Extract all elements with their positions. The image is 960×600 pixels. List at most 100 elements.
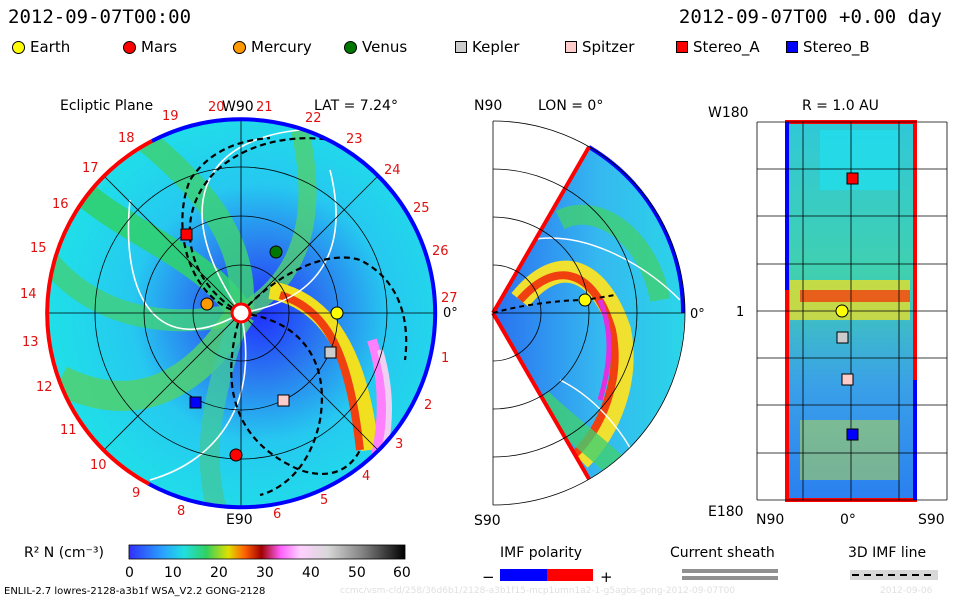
e90-label: E90 <box>226 512 253 528</box>
sector-number: 5 <box>320 493 328 508</box>
legend-earth: Earth <box>12 38 70 56</box>
legend-label: Mars <box>141 38 178 56</box>
sector-number: 12 <box>36 380 53 395</box>
earth-marker-radial <box>835 304 849 318</box>
radial-n90-label: N90 <box>756 512 784 528</box>
sector-number: 20 <box>208 100 225 115</box>
colorbar-tick: 60 <box>393 565 411 581</box>
colorbar-tick: 0 <box>125 565 134 581</box>
radial-grid <box>756 121 948 501</box>
current-sheath-label: Current sheath <box>670 545 775 561</box>
venus-marker-icon <box>344 40 357 54</box>
n90-label: N90 <box>474 98 502 114</box>
current-sheath-legend: Current sheath <box>670 545 778 580</box>
sector-number: 17 <box>82 161 99 176</box>
ecliptic-zero-label: 0° <box>443 306 458 321</box>
mars-marker <box>229 448 243 462</box>
legend-label: Mercury <box>251 38 312 56</box>
imf-minus: − <box>482 568 495 586</box>
colorbar-ticks: 0 10 20 30 40 50 60 <box>125 565 411 581</box>
stereo-a-marker-radial <box>846 172 859 185</box>
sector-number: 22 <box>305 111 322 126</box>
legend-label: Stereo_A <box>693 38 760 56</box>
rim-positive-arc <box>45 139 153 486</box>
colorbar-tick: 20 <box>210 565 228 581</box>
venus-marker <box>269 245 283 259</box>
sector-number: 15 <box>30 241 47 256</box>
colorbar-tick: 10 <box>164 565 182 581</box>
kepler-marker-icon <box>455 41 467 53</box>
spitzer-marker <box>277 394 290 407</box>
legend-spitzer: Spitzer <box>565 38 634 56</box>
colorbar-gradient <box>128 544 406 560</box>
w90-label: W90 <box>222 99 254 115</box>
meridional-panel: N90 LON = 0° S90 0° <box>474 98 705 529</box>
sector-numbers: 1 2 3 4 5 6 8 9 10 11 12 13 14 15 16 17 … <box>20 100 458 522</box>
sector-number: 16 <box>52 197 69 212</box>
sector-number: 3 <box>395 437 403 452</box>
legend-mars: Mars <box>123 38 177 56</box>
mercury-marker <box>200 297 214 311</box>
sun-marker <box>230 302 252 324</box>
legend-kepler: Kepler <box>455 38 519 56</box>
imf-plus: + <box>600 568 613 586</box>
kepler-marker <box>324 346 337 359</box>
ecliptic-panel: Ecliptic Plane W90 LAT = 7.24° E90 0° 1 … <box>20 98 458 528</box>
legend-label: Earth <box>30 38 71 56</box>
imf-3d-legend: 3D IMF line <box>848 545 938 580</box>
s90-label: S90 <box>474 513 501 529</box>
mercury-marker-icon <box>233 40 246 54</box>
radial-s90-label: S90 <box>918 512 945 528</box>
radial-one-label: 1 <box>736 305 744 320</box>
sector-number: 1 <box>441 351 449 366</box>
colorbar: R² N (cm⁻³) 0 10 20 30 40 50 60 <box>24 544 411 581</box>
sector-number: 6 <box>273 507 281 522</box>
ecliptic-title: Ecliptic Plane <box>60 98 153 114</box>
sector-number: 10 <box>90 458 107 473</box>
e180-label: E180 <box>708 504 744 520</box>
meridional-zero-label: 0° <box>690 307 705 322</box>
sector-number: 8 <box>177 504 185 519</box>
mars-marker-icon <box>123 40 136 54</box>
sector-number: 4 <box>362 469 370 484</box>
radial-zero-label: 0° <box>840 512 856 528</box>
sector-number: 24 <box>384 163 401 178</box>
imf-polarity-label: IMF polarity <box>500 545 582 561</box>
legend-label: Kepler <box>472 38 520 56</box>
legend-venus: Venus <box>344 38 407 56</box>
colorbar-tick: 50 <box>348 565 366 581</box>
footer-run-id: ccmc/vsm-cld/258/36d6b1/2128-a3b1f15-mcp… <box>340 586 736 596</box>
imf-negative-swatch <box>500 569 547 581</box>
sector-number: 23 <box>346 132 363 147</box>
legend-label: Venus <box>362 38 408 56</box>
kepler-marker-radial <box>836 331 849 344</box>
lat-label: LAT = 7.24° <box>314 98 398 114</box>
sector-number: 11 <box>60 423 77 438</box>
imf-field-lines <box>181 136 408 497</box>
footer-date: 2012-09-06 <box>880 586 933 596</box>
radial-panel: R = 1.0 AU W180 E180 1 N90 0° S90 <box>708 98 948 528</box>
legend-label: Spitzer <box>582 38 635 56</box>
sector-number: 19 <box>162 109 179 124</box>
sector-number: 26 <box>432 244 449 259</box>
colorbar-label: R² N (cm⁻³) <box>24 545 104 561</box>
colorbar-tick: 30 <box>256 565 274 581</box>
imf-positive-swatch <box>547 569 593 581</box>
timestamp-right: 2012-09-07T00 +0.00 day <box>678 6 942 28</box>
legend-mercury: Mercury <box>233 38 312 56</box>
sector-number: 21 <box>256 100 273 115</box>
stereo-a-marker <box>180 228 193 241</box>
radial-title: R = 1.0 AU <box>802 98 879 114</box>
sector-number: 2 <box>424 398 432 413</box>
spitzer-marker-radial <box>841 373 854 386</box>
lon-label: LON = 0° <box>538 98 603 114</box>
legend-label: Stereo_B <box>803 38 870 56</box>
stereo-a-marker-icon <box>676 41 688 53</box>
imf-3d-label: 3D IMF line <box>848 545 926 561</box>
timestamp-left: 2012-09-07T00:00 <box>8 6 192 28</box>
meridional-grid <box>492 120 686 506</box>
stereo-b-marker-radial <box>846 428 859 441</box>
footer-model-info: ENLIL-2.7 lowres-2128-a3b1f WSA_V2.2 GON… <box>4 586 266 597</box>
w180-label: W180 <box>708 105 749 121</box>
